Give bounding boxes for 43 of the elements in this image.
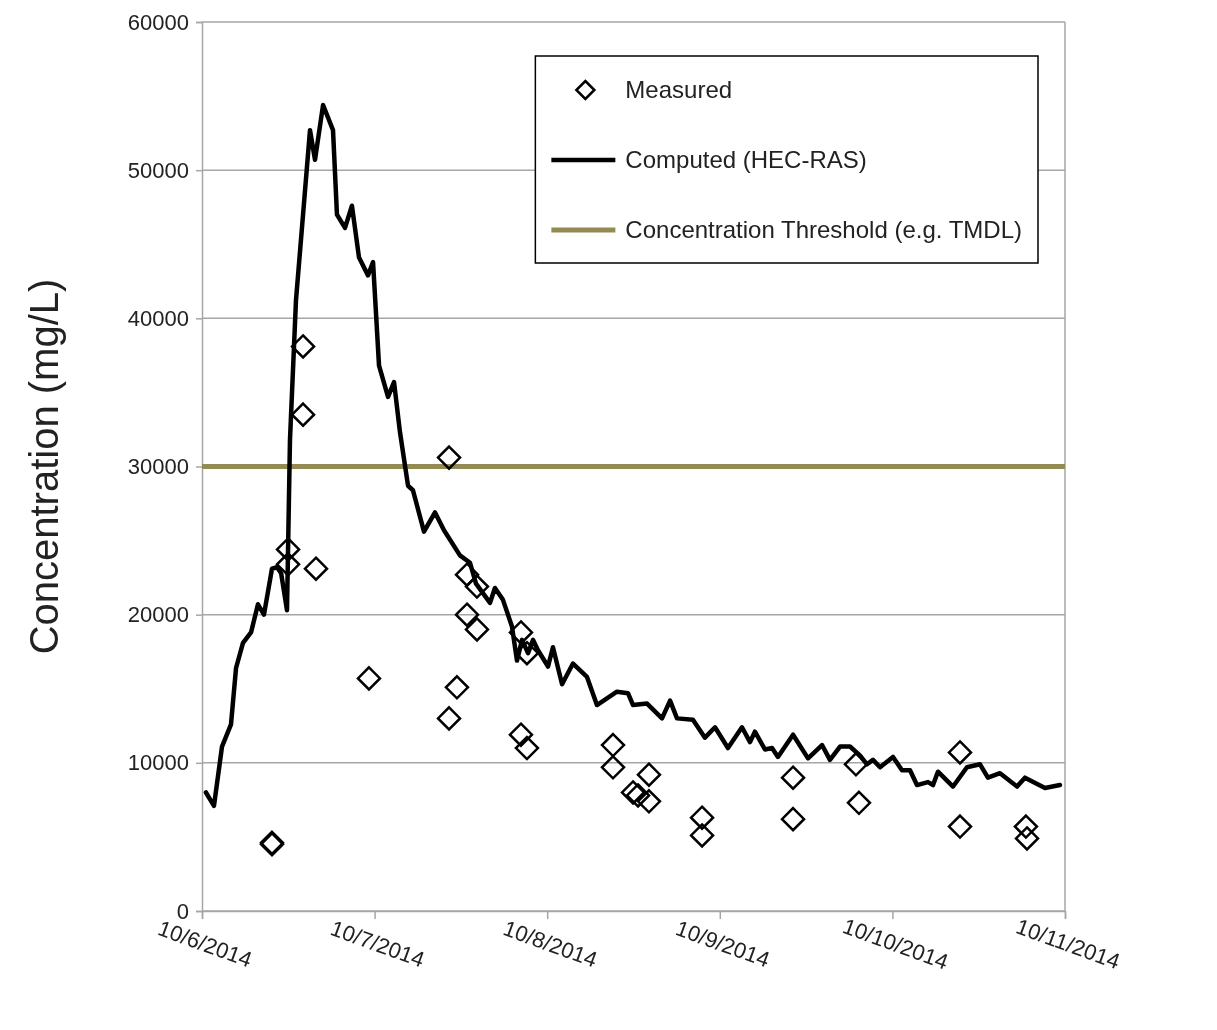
point — [1014, 826, 1040, 851]
point — [600, 755, 626, 780]
y-tick-label: 0 — [176, 898, 189, 924]
point — [600, 732, 626, 758]
point — [444, 675, 470, 700]
point — [947, 814, 973, 839]
point — [780, 765, 806, 790]
point — [636, 789, 662, 814]
point — [454, 602, 480, 627]
point — [436, 706, 462, 731]
y-axis-title: Concentration (mg/L) — [22, 278, 66, 655]
point — [636, 762, 662, 787]
y-tick-label: 40000 — [127, 305, 189, 331]
point — [1013, 814, 1039, 839]
point — [454, 562, 480, 587]
point — [290, 402, 316, 427]
point — [689, 823, 715, 848]
y-tick-label: 50000 — [127, 157, 189, 183]
y-tick-label: 10000 — [127, 750, 189, 776]
point — [689, 805, 715, 830]
y-tick-label: 30000 — [127, 454, 189, 480]
point — [464, 617, 490, 642]
legend-label: Concentration Threshold (e.g. TMDL) — [625, 216, 1022, 243]
legend-label: Measured — [625, 76, 733, 103]
point — [625, 783, 651, 808]
legend-label: Computed (HEC-RAS) — [625, 146, 867, 173]
point — [436, 445, 462, 470]
point — [275, 537, 301, 562]
point — [620, 780, 646, 805]
y-tick-label: 60000 — [127, 9, 189, 35]
point — [508, 722, 534, 747]
point — [275, 552, 301, 577]
point — [846, 790, 872, 816]
point — [780, 806, 806, 832]
point — [303, 556, 329, 581]
y-tick-label: 20000 — [127, 602, 189, 628]
point — [947, 740, 973, 765]
point — [508, 620, 534, 645]
point — [843, 752, 869, 777]
point — [356, 666, 382, 691]
point — [290, 334, 316, 359]
point — [464, 574, 490, 599]
point — [514, 735, 540, 761]
